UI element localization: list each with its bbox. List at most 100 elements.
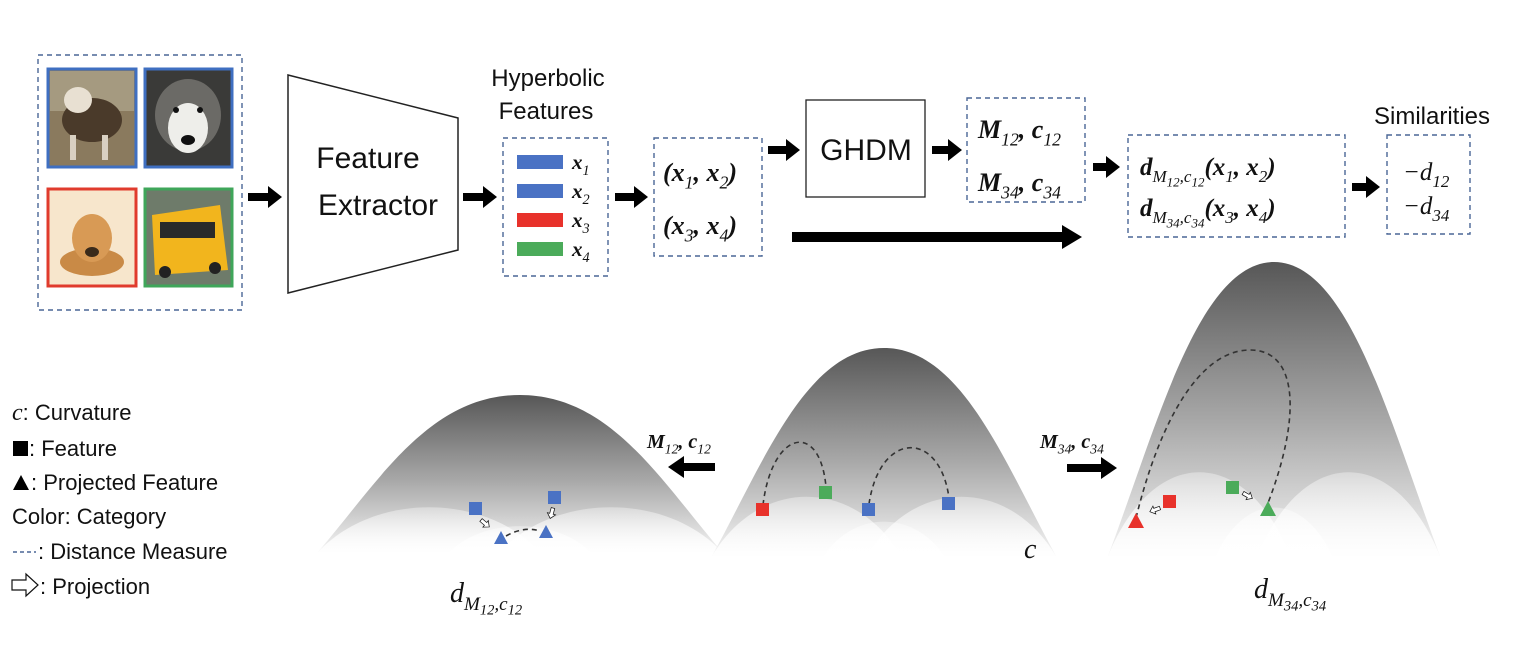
distance-arc — [1135, 349, 1291, 519]
projected-point — [1128, 513, 1144, 528]
arrow — [1093, 156, 1120, 178]
math-sub: 2 — [720, 172, 729, 192]
math-sub: ,c — [1180, 167, 1192, 186]
transform-label: M34, c34 — [1039, 431, 1104, 457]
pair: (x3, x4) — [663, 211, 737, 245]
math-sub: 4 — [583, 250, 590, 266]
feature-point — [756, 503, 769, 516]
feature-label: x4 — [571, 237, 590, 266]
projection-arrow — [546, 507, 557, 519]
curvature-label: c — [1024, 534, 1037, 565]
math-sub: 34 — [1089, 442, 1104, 457]
legend-text: : Curvature — [23, 400, 132, 425]
math-subsub: 12 — [480, 603, 495, 619]
extractor-label: Feature — [316, 142, 419, 175]
features-title: Features — [499, 98, 594, 125]
feature-label: x1 — [571, 150, 590, 179]
math-base: d — [450, 578, 465, 609]
math-sub: 34 — [1057, 442, 1072, 457]
math-base: M — [977, 168, 1002, 197]
feature-point — [548, 491, 561, 504]
math-base: x — [571, 150, 583, 174]
math-sub: M — [1152, 208, 1168, 227]
feature-point — [1226, 481, 1239, 494]
legend-text: : Projection — [40, 574, 150, 599]
math-sub: M — [1267, 590, 1285, 611]
feature-label: x2 — [571, 179, 590, 208]
math-sub: 34 — [1000, 182, 1019, 202]
projection-arrow — [1241, 490, 1253, 501]
math-sub: 12 — [1043, 129, 1061, 149]
math-sub: ,c — [494, 594, 508, 615]
legend-symbol: c — [12, 400, 23, 426]
math-sub: 12 — [1432, 172, 1450, 191]
math-base: ) — [1265, 195, 1275, 222]
math-base: d — [1140, 154, 1153, 181]
arrow — [1352, 176, 1380, 198]
similarity: −d34 — [1403, 193, 1450, 225]
projection-arrow — [479, 518, 490, 528]
projected-point — [494, 531, 508, 544]
metric: M12, c12 — [977, 115, 1061, 149]
metric: M34, c34 — [977, 168, 1061, 202]
math-sub: 3 — [684, 225, 694, 245]
math-base: d — [1140, 195, 1153, 222]
left-manifold-marks — [469, 491, 561, 544]
feature-label: x3 — [571, 208, 590, 237]
math-base: x — [571, 237, 583, 261]
math-subsub: 12 — [508, 603, 523, 619]
pairs-box — [653, 137, 763, 257]
legend-triangle — [13, 475, 29, 490]
arrow — [248, 186, 282, 208]
math-base: , x — [1233, 195, 1259, 222]
math-base: , c — [1018, 168, 1044, 197]
math-base: ) — [726, 158, 737, 187]
math-base: M — [646, 431, 666, 453]
math-base: (x — [663, 211, 685, 240]
math-sub: 12 — [1001, 129, 1019, 149]
math-subsub: 34 — [1283, 599, 1299, 615]
legend: c: Curvature : Feature : Projected Featu… — [11, 400, 228, 599]
math-subsub: 34 — [1190, 215, 1205, 230]
arrow — [768, 139, 800, 161]
math-base: , c — [1070, 431, 1090, 453]
distance: dM34,c34(x3, x4) — [1140, 195, 1276, 230]
distance-arc — [762, 441, 827, 506]
projected-point — [1260, 501, 1276, 516]
manifolds — [318, 262, 1440, 556]
math-base: −d — [1403, 159, 1433, 186]
feature-point — [469, 502, 482, 515]
feature-point — [942, 497, 955, 510]
right-manifold-label: dM34,c34 — [1254, 574, 1326, 615]
legend-text: : Projected Feature — [31, 470, 218, 495]
math-sub: 2 — [1259, 167, 1268, 186]
right-manifold-marks — [1128, 349, 1291, 528]
math-sub: M — [463, 594, 481, 615]
math-base: (x — [1204, 195, 1225, 222]
math-sub: 3 — [582, 221, 590, 237]
math-base: (x — [663, 158, 685, 187]
math-base: ) — [1265, 154, 1275, 181]
arrow — [932, 139, 962, 161]
math-sub: 12 — [665, 442, 679, 457]
math-subsub: 34 — [1166, 215, 1181, 230]
image-dog-3 — [46, 187, 138, 288]
math-sub: ,c — [1298, 590, 1312, 611]
legend-text: : Distance Measure — [38, 539, 228, 564]
transform-arrow — [668, 456, 715, 478]
manifold-ridge — [449, 526, 591, 552]
feature-bar — [517, 184, 563, 198]
arrow — [463, 186, 497, 208]
feature-bar — [517, 213, 563, 227]
math-sub: 4 — [1259, 208, 1268, 227]
input-images — [37, 54, 243, 311]
math-base: −d — [1403, 193, 1433, 220]
feature-point — [819, 486, 832, 499]
left-manifold-label: dM12,c12 — [450, 578, 522, 619]
math-subsub: 12 — [1191, 174, 1205, 189]
math-subsub: 12 — [1167, 174, 1181, 189]
legend-hollow-arrow — [11, 572, 39, 598]
transform-arrow — [1067, 457, 1117, 479]
image-box — [37, 54, 243, 311]
image-dog-2 — [143, 67, 234, 169]
